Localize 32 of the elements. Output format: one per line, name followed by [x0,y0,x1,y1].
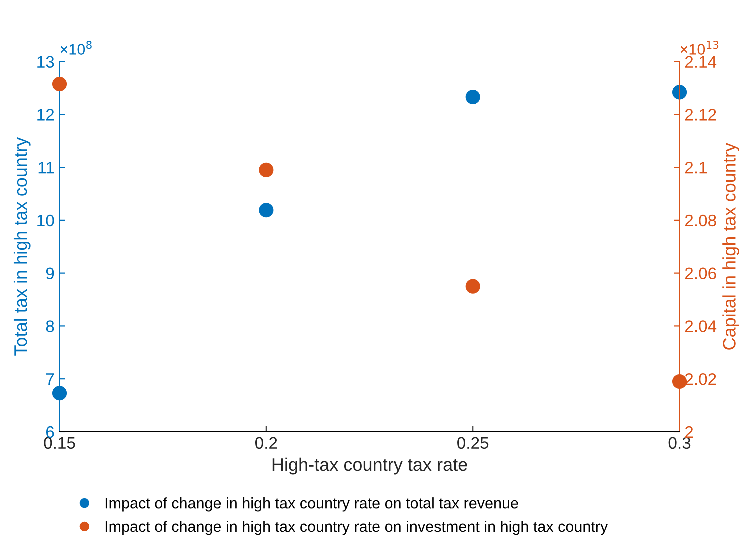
point [466,279,480,294]
x-axis-title: High-tax country tax rate [272,458,468,475]
point [672,374,688,390]
x-tick-label: 0.3 [668,437,691,450]
x-tick-label: 0.25 [458,437,489,450]
y-tick-label: 11 [38,162,54,174]
y2-tick-label: 2.1 [685,162,707,174]
x-tick-label: 0.15 [44,437,76,450]
point [259,162,274,178]
legend-label: Impact of change in high tax country rate on investment in high tax country [106,520,608,536]
y2-tick-label: 2.12 [685,109,716,121]
y-tick-label: 7 [46,374,54,386]
y2-tick-label: 2.04 [685,320,717,332]
y-tick-label: 9 [46,268,54,280]
y-tick-label: 10 [38,214,54,227]
y-tick-label: 12 [38,109,54,121]
y-axis-title: Total tax in high tax country [14,138,31,356]
y-tick-label: 6 [46,426,54,438]
legend-label: Impact of change in high tax country rate on total tax revenue [106,498,518,512]
y2-tick-label: 2.08 [685,214,716,227]
y2-tick-label: 2.06 [685,268,716,280]
y-tick-label: 8 [46,320,54,332]
point [52,76,68,92]
x-tick-label: 0.2 [256,437,278,450]
y2-axis-title: Capital in high tax country [722,143,740,350]
y2-tick-label: 2.14 [685,56,717,68]
text: ×10$^{13}$ [680,41,719,55]
point [466,90,480,105]
y2-tick-label: 2 [685,426,694,438]
point [259,203,274,218]
text: ×10$^{8}$ [60,41,92,55]
y-tick-label: 13 [38,56,54,68]
